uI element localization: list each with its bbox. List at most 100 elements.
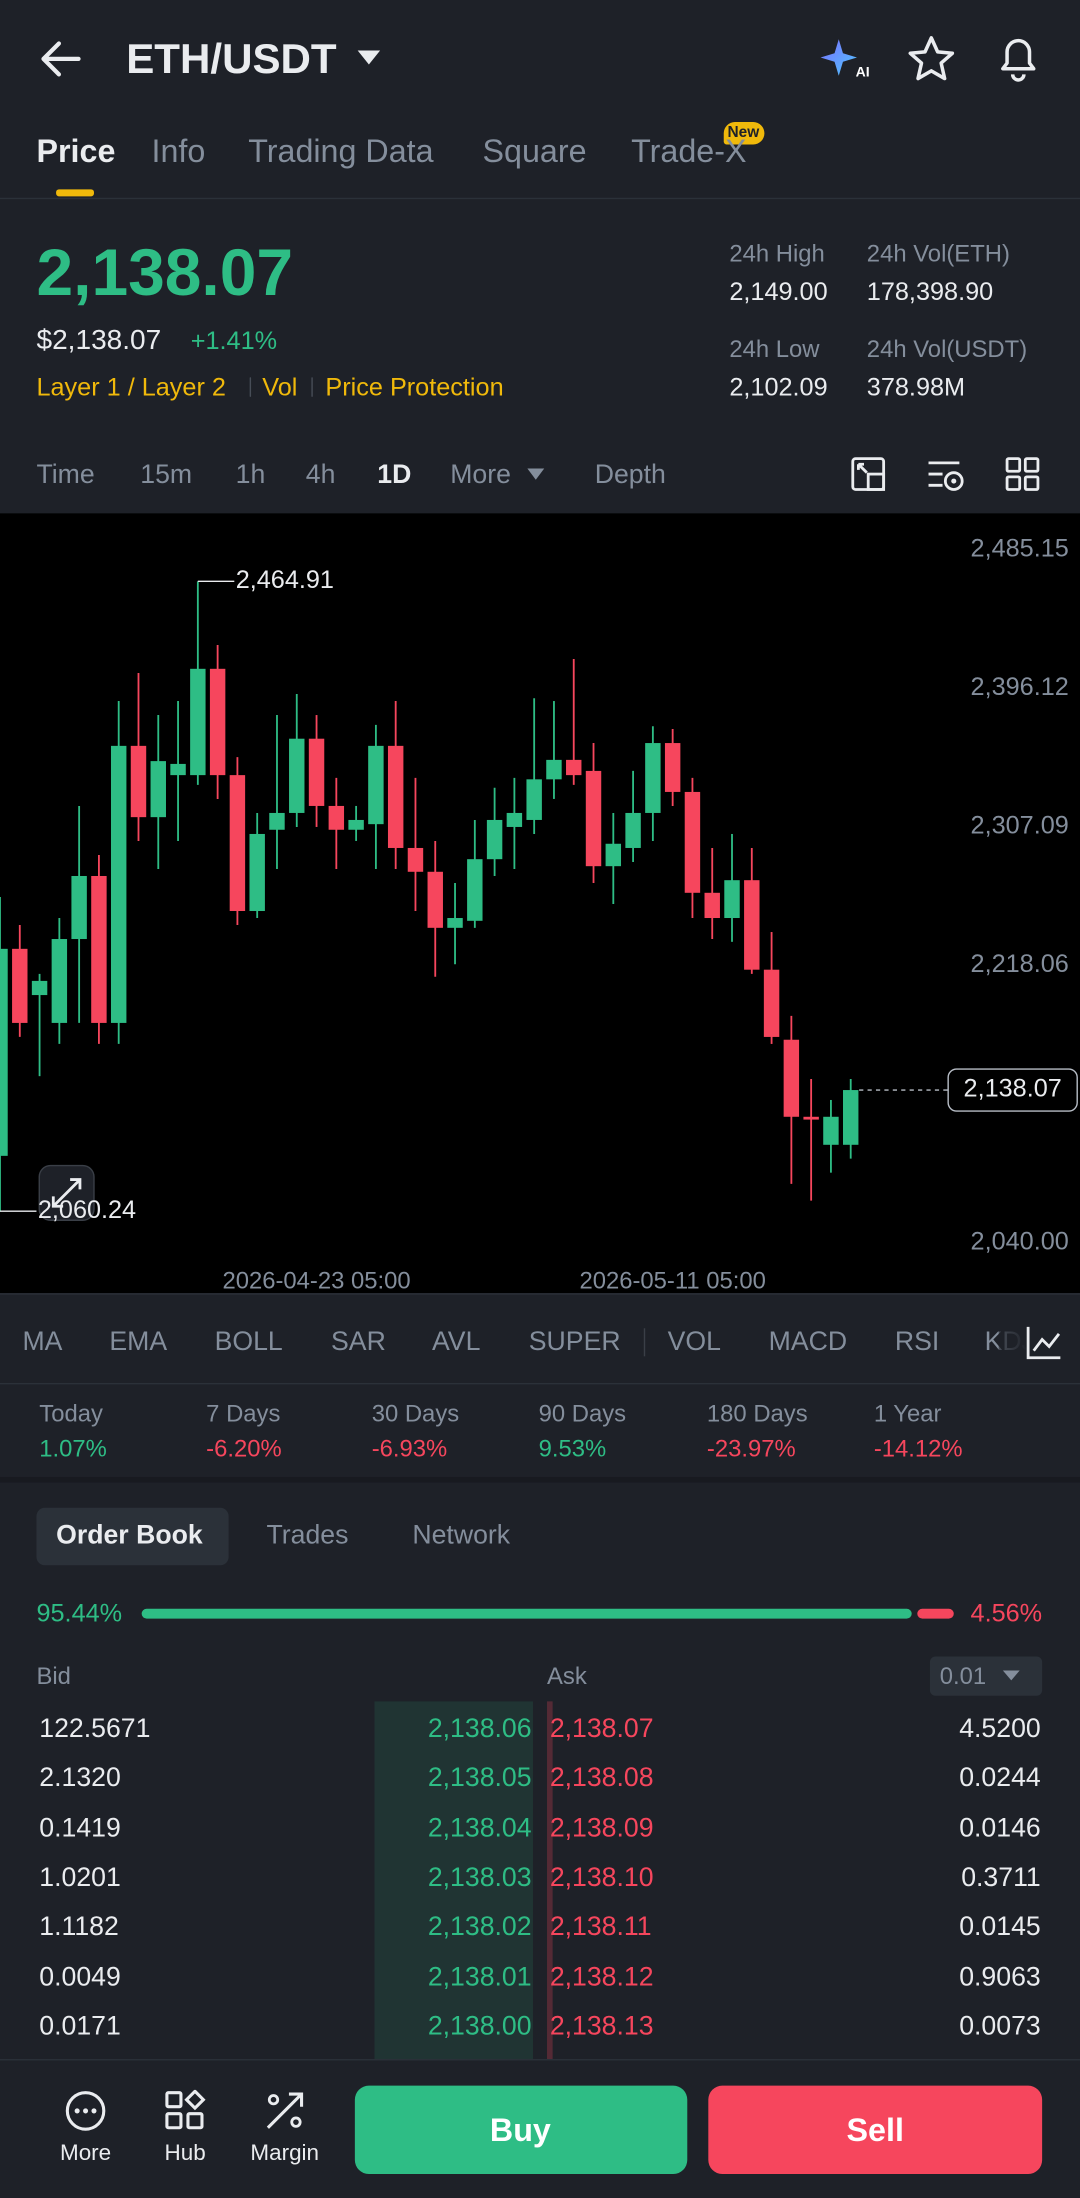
indicator-tab[interactable]: EMA (109, 1327, 168, 1358)
buy-label[interactable]: Buy (489, 2111, 551, 2149)
indicator-settings-icon[interactable] (926, 456, 968, 495)
ask-header: Ask (547, 1662, 587, 1690)
period-label: Today (39, 1400, 103, 1428)
bid-amount: 0.1419 (39, 1813, 121, 1844)
divider (0, 1382, 1080, 1385)
tag[interactable]: Layer 1 / Layer 2 (36, 373, 226, 402)
ask-amount: 0.0145 (959, 1912, 1041, 1943)
bottom-action[interactable]: More (59, 2141, 112, 2166)
indicator-tab[interactable]: SAR (331, 1327, 386, 1358)
ask-price[interactable]: 2,138.08 (549, 1764, 654, 1794)
more-icon[interactable] (65, 2090, 107, 2132)
order-book-tab[interactable]: Trades (266, 1521, 349, 1551)
ask-price[interactable]: 2,138.11 (549, 1912, 652, 1943)
ask-price[interactable]: 2,138.09 (549, 1813, 654, 1844)
chart-tool-icon[interactable] (850, 456, 889, 495)
stat-value: 378.98M (866, 373, 966, 402)
bid-price[interactable]: 2,138.02 (427, 1912, 532, 1943)
candle-body (368, 745, 384, 825)
tab[interactable]: Trading Data (248, 132, 434, 170)
bottom-action[interactable]: Hub (164, 2141, 206, 2166)
indicator-tab[interactable]: AVL (432, 1327, 481, 1358)
tab[interactable]: Square (482, 132, 587, 170)
tag-separator (311, 377, 313, 397)
precision-select[interactable] (929, 1656, 1043, 1696)
y-tick-label: 2,218.06 (971, 950, 1069, 978)
tag[interactable]: Vol (262, 373, 298, 402)
y-tick-label: 2,485.15 (971, 534, 1069, 562)
favorite-icon[interactable] (906, 34, 956, 84)
candle-body (704, 892, 720, 919)
period-label: 1 Year (873, 1400, 942, 1428)
indicator-tab[interactable]: MA (22, 1327, 63, 1358)
candle-body (71, 875, 87, 940)
tab[interactable]: Info (151, 132, 206, 170)
indicator-tab[interactable]: RSI (894, 1327, 940, 1358)
stat-label: 24h Vol(USDT) (866, 335, 1028, 363)
bid-price[interactable]: 2,138.06 (427, 1714, 532, 1745)
tab[interactable]: Price (36, 132, 116, 170)
order-book-tab[interactable]: Order Book (56, 1521, 203, 1551)
candle-body (783, 1039, 800, 1117)
pair-dropdown[interactable] (356, 48, 381, 68)
order-book-tab[interactable]: Network (412, 1521, 511, 1551)
tag[interactable]: Price Protection (325, 373, 504, 402)
ask-price[interactable]: 2,138.07 (549, 1714, 654, 1745)
ask-price[interactable]: 2,138.10 (549, 1863, 654, 1893)
bid-price[interactable]: 2,138.00 (427, 2011, 532, 2042)
indicator-tab[interactable]: MACD (768, 1327, 848, 1358)
alert-icon[interactable] (993, 31, 1043, 84)
candle-body (289, 738, 305, 813)
layout-icon[interactable] (1004, 456, 1043, 495)
sell-button[interactable] (708, 2085, 1043, 2175)
interval-tab[interactable]: More (450, 460, 511, 491)
bottom-action[interactable]: Margin (250, 2141, 320, 2166)
candle-body (31, 980, 48, 996)
section-gap (0, 1476, 1080, 1483)
candle-body (110, 745, 127, 1023)
bid-ratio: 95.44% (36, 1598, 123, 1628)
bid-ratio-bar (141, 1608, 912, 1619)
ask-price[interactable]: 2,138.12 (549, 1962, 654, 1992)
sell-label[interactable]: Sell (846, 2111, 904, 2149)
interval-tab[interactable]: Depth (594, 460, 666, 491)
interval-tab[interactable]: 1D (377, 460, 412, 491)
buy-button[interactable] (354, 2085, 688, 2175)
indicator-tab[interactable]: SUPER (528, 1327, 621, 1358)
candle-body (467, 859, 483, 921)
precision-caret (1002, 1670, 1020, 1681)
candle-body (348, 819, 364, 830)
margin-icon[interactable] (264, 2090, 306, 2132)
indicator-chart-icon[interactable] (1024, 1323, 1063, 1362)
ask-amount: 0.9063 (959, 1962, 1041, 1992)
hub-icon[interactable] (164, 2089, 206, 2132)
price-change: +1.41% (190, 326, 278, 355)
bid-price[interactable]: 2,138.03 (427, 1863, 532, 1893)
bid-price[interactable]: 2,138.05 (427, 1764, 532, 1794)
candle-body (130, 745, 147, 818)
candle-body (427, 871, 443, 928)
bid-header: Bid (36, 1662, 71, 1690)
y-tick-label: 2,307.09 (971, 812, 1069, 840)
bid-price[interactable]: 2,138.01 (427, 1962, 532, 1992)
bid-price[interactable]: 2,138.04 (427, 1813, 532, 1844)
candle-body (823, 1116, 839, 1145)
indicator-tab[interactable]: VOL (667, 1327, 721, 1358)
back-button[interactable] (36, 36, 86, 81)
x-tick-label: 2026-05-11 05:00 (579, 1267, 765, 1293)
period-change: -14.12% (873, 1435, 963, 1463)
stat-label: 24h Low (729, 335, 820, 363)
interval-tab[interactable]: 1h (235, 460, 266, 491)
interval-tab[interactable]: 4h (305, 460, 336, 491)
ask-price[interactable]: 2,138.13 (549, 2011, 654, 2042)
precision[interactable]: 0.01 (939, 1662, 987, 1690)
indicator-tab[interactable]: BOLL (214, 1327, 283, 1358)
candle-body (328, 805, 345, 830)
pair-title[interactable]: ETH/USDT (126, 36, 337, 83)
expand-button[interactable] (38, 1164, 95, 1221)
ai-icon[interactable]: AI (819, 34, 870, 84)
candle-body (51, 939, 68, 1023)
interval-tab[interactable]: Time (36, 460, 95, 491)
interval-tab[interactable]: 15m (140, 460, 193, 491)
tab[interactable]: Trade-X (631, 132, 747, 170)
